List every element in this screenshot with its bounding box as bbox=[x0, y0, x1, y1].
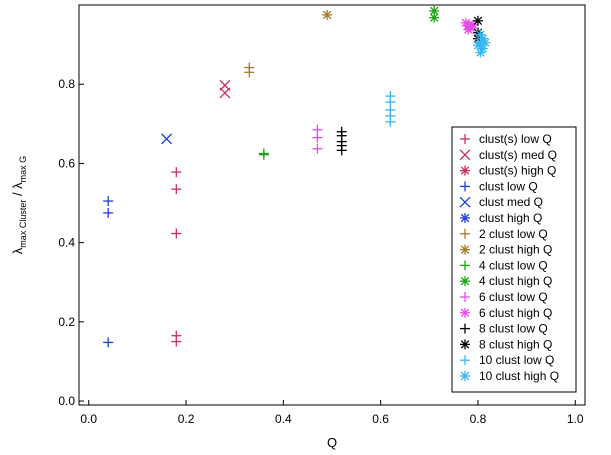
legend-label-1: clust(s) med Q bbox=[479, 148, 557, 162]
y-label-lambda-2: λ bbox=[10, 182, 25, 189]
legend: clust(s) low Q clust(s) med Q clust(s) hig… bbox=[451, 126, 577, 393]
point-s0-2 bbox=[171, 228, 182, 239]
point-s13-0 bbox=[472, 15, 483, 26]
legend-label-5: clust high Q bbox=[479, 211, 542, 225]
series-8 bbox=[258, 148, 269, 160]
y-tick-label-4: 0.8 bbox=[58, 77, 75, 91]
legend-marker-11 bbox=[460, 307, 470, 318]
y-label-sub-2: max G bbox=[18, 156, 28, 183]
plot-frame bbox=[78, 4, 586, 406]
legend-label-11: 6 clust high Q bbox=[479, 306, 552, 320]
legend-marker-6 bbox=[460, 228, 470, 239]
legend-label-4: clust med Q bbox=[479, 195, 543, 209]
legend-marker-7 bbox=[460, 244, 470, 255]
legend-marker-4 bbox=[459, 196, 471, 208]
series-9 bbox=[429, 5, 440, 23]
point-s3-2 bbox=[103, 337, 114, 348]
legend-marker-3 bbox=[460, 181, 470, 192]
legend-marker-2 bbox=[460, 165, 470, 176]
legend-marker-13 bbox=[460, 339, 470, 350]
legend-marker-8 bbox=[460, 260, 470, 271]
legend-label-10: 6 clust low Q bbox=[479, 290, 548, 304]
x-tick-label-4: 0.8 bbox=[470, 412, 487, 426]
y-tick-label-2: 0.4 bbox=[58, 236, 75, 250]
svg-text:λmax Cluster / λmax G: λmax Cluster / λmax G bbox=[10, 156, 28, 254]
point-s12-4 bbox=[336, 145, 347, 156]
legend-label-7: 2 clust high Q bbox=[479, 243, 552, 257]
point-s0-1 bbox=[171, 184, 182, 195]
series-15 bbox=[472, 29, 491, 58]
legend-label-14: 10 clust low Q bbox=[479, 353, 554, 367]
point-s10-2 bbox=[312, 143, 323, 154]
point-s15-6 bbox=[480, 37, 491, 48]
legend-label-3: clust low Q bbox=[479, 179, 538, 193]
series-6 bbox=[244, 62, 255, 78]
point-s15-5 bbox=[475, 47, 486, 58]
x-tick-label-0: 0.0 bbox=[80, 412, 97, 426]
series-0 bbox=[171, 167, 182, 347]
series-12 bbox=[336, 126, 347, 156]
y-tick-label-1: 0.2 bbox=[58, 315, 75, 329]
point-s10-1 bbox=[312, 132, 323, 143]
legend-marker-1 bbox=[459, 149, 471, 161]
y-label-separator: / bbox=[10, 189, 25, 200]
point-s7-0 bbox=[322, 9, 333, 20]
point-s9-1 bbox=[429, 12, 440, 23]
legend-marker-9 bbox=[460, 276, 470, 287]
legend-label-12: 8 clust low Q bbox=[479, 322, 548, 336]
legend-label-13: 8 clust high Q bbox=[479, 337, 552, 351]
legend-marker-14 bbox=[460, 355, 470, 366]
series-1 bbox=[219, 79, 231, 99]
y-label-lambda-1: λ bbox=[10, 247, 25, 254]
legend-marker-0 bbox=[460, 134, 470, 144]
legend-marker-12 bbox=[460, 323, 470, 334]
x-tick-label-5: 1.0 bbox=[567, 412, 584, 426]
y-tick-label-0: 0.0 bbox=[58, 394, 75, 408]
legend-label-15: 10 clust high Q bbox=[479, 369, 559, 383]
y-label-sub-1: max Cluster bbox=[18, 200, 28, 248]
series-7 bbox=[322, 9, 333, 20]
legend-label-8: 4 clust low Q bbox=[479, 258, 548, 272]
series-4 bbox=[161, 133, 173, 145]
series-3 bbox=[103, 196, 114, 348]
legend-marker-5 bbox=[460, 213, 470, 223]
y-tick-label-3: 0.6 bbox=[58, 156, 75, 170]
legend-label-0: clust(s) low Q bbox=[479, 132, 552, 146]
point-s6-1 bbox=[244, 67, 255, 78]
x-tick-label-2: 0.4 bbox=[275, 412, 292, 426]
point-s8-1 bbox=[258, 149, 269, 160]
x-axis-label: Q bbox=[327, 435, 337, 450]
legend-label-2: clust(s) high Q bbox=[479, 164, 556, 178]
legend-label-9: 4 clust high Q bbox=[479, 274, 552, 288]
point-s0-4 bbox=[171, 336, 182, 347]
point-s0-0 bbox=[171, 167, 182, 178]
data-marks bbox=[103, 5, 491, 348]
x-tick-label-1: 0.2 bbox=[178, 412, 195, 426]
x-tick-label-3: 0.6 bbox=[372, 412, 389, 426]
legend-label-6: 2 clust low Q bbox=[479, 227, 548, 241]
point-s14-4 bbox=[385, 116, 396, 127]
point-s3-1 bbox=[103, 207, 114, 218]
legend-marker-10 bbox=[460, 292, 470, 302]
point-s4-0 bbox=[161, 133, 173, 145]
y-axis-label: λmax Cluster / λmax G bbox=[10, 156, 28, 254]
series-14 bbox=[385, 91, 396, 127]
point-s1-1 bbox=[219, 87, 231, 99]
series-10 bbox=[312, 124, 323, 154]
legend-marker-15 bbox=[460, 371, 470, 381]
point-s3-0 bbox=[103, 196, 114, 207]
axis-ticks: 0.0 0.2 0.4 0.6 0.8 1.0 0.0 0.2 0.4 0.6 0.8 bbox=[58, 77, 584, 426]
legend-box bbox=[451, 126, 577, 393]
point-s11-4 bbox=[463, 24, 474, 35]
